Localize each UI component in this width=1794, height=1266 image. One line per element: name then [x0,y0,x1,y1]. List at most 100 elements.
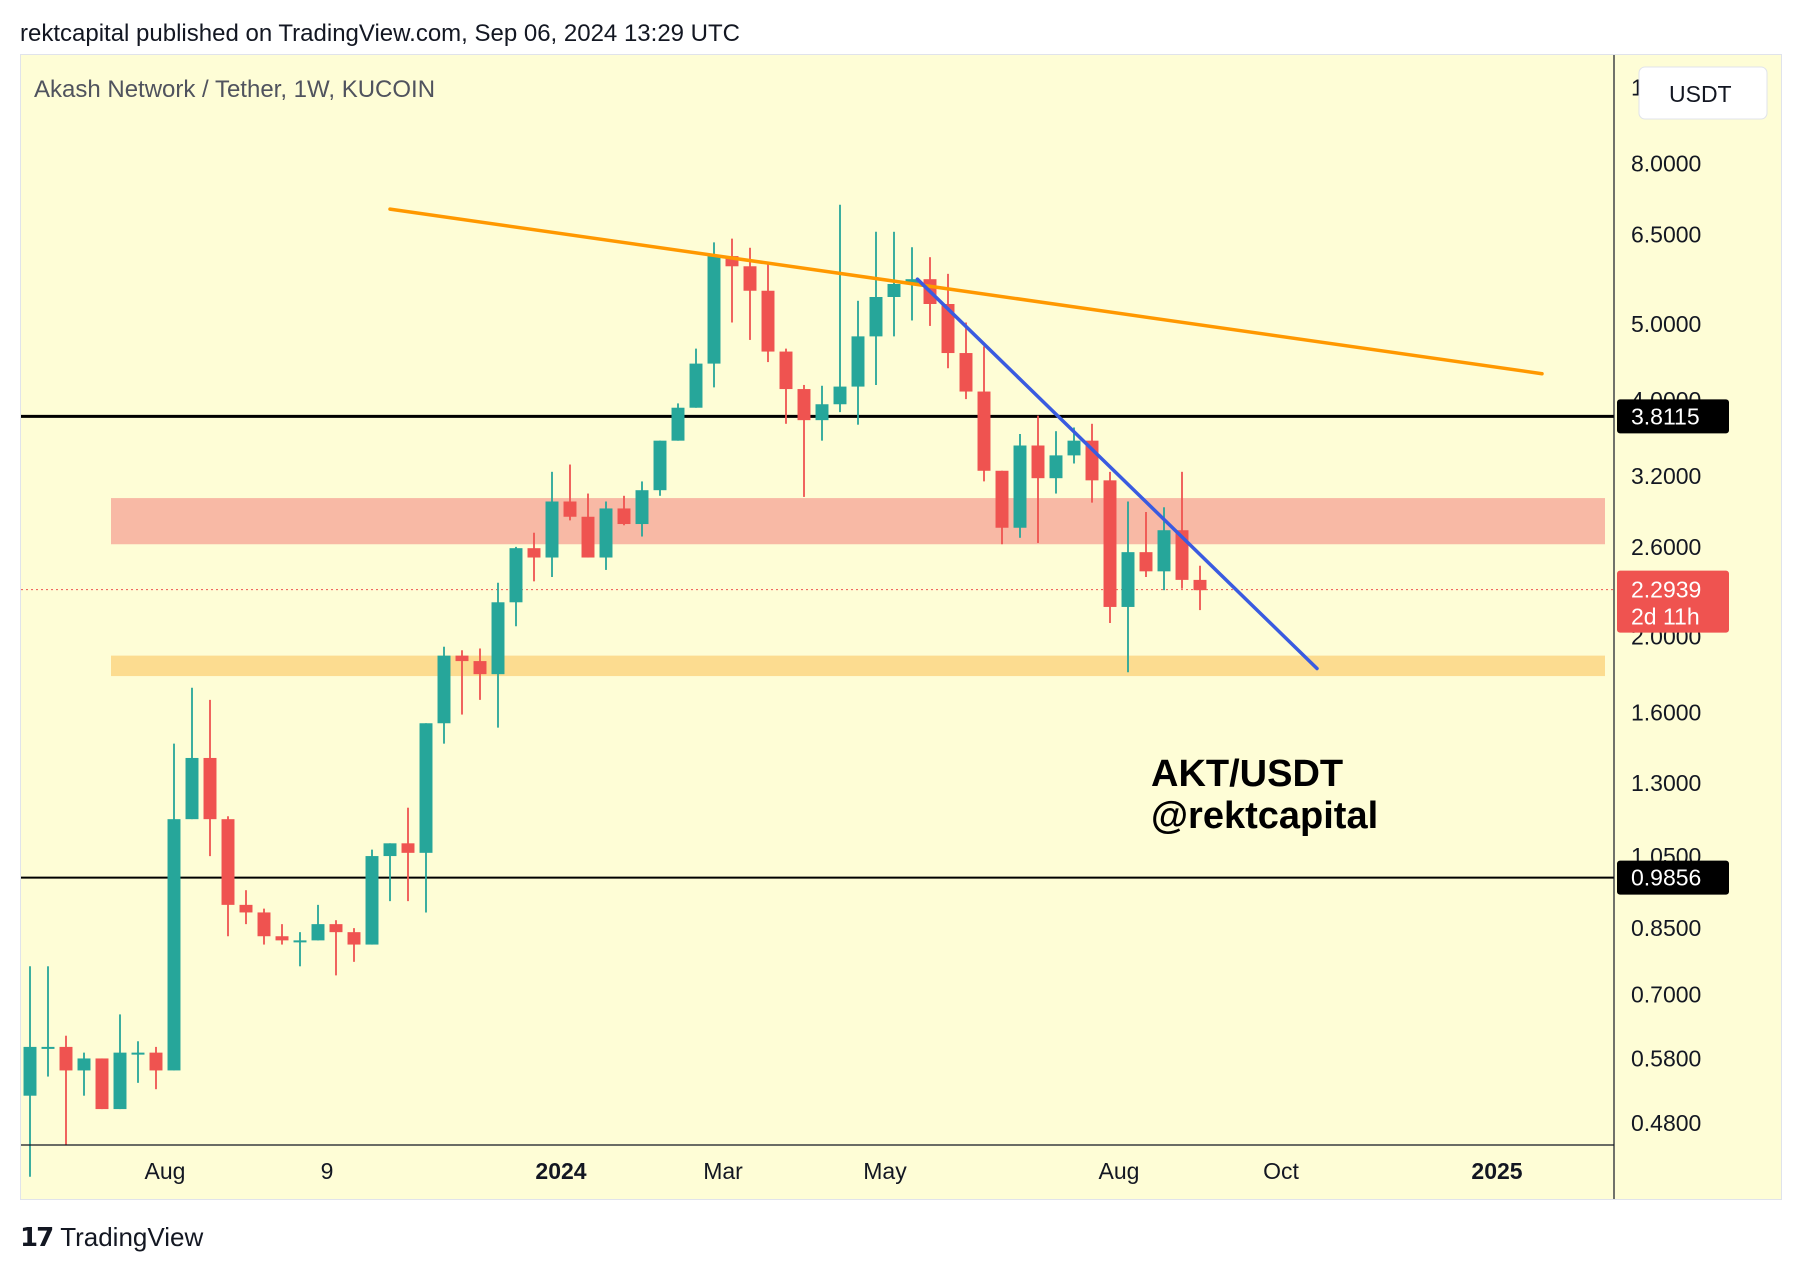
candle[interactable] [689,348,703,408]
candle[interactable] [563,464,577,521]
candle[interactable] [473,648,487,700]
candle[interactable] [293,932,307,967]
candle[interactable] [437,646,451,744]
candle[interactable] [239,890,253,925]
candle-body [167,819,181,1071]
candle[interactable] [1013,434,1027,538]
candle-body [59,1046,73,1071]
candle[interactable] [77,1052,91,1096]
footer-brand[interactable]: TradingView [60,1222,204,1252]
candle[interactable] [653,440,667,496]
candle-body [1013,445,1027,528]
candle[interactable] [851,300,865,425]
candle[interactable] [779,348,793,424]
y-tick-label: 0.4800 [1631,1110,1701,1136]
candle[interactable] [707,242,721,388]
candle-body [1067,440,1081,456]
candle[interactable] [221,816,235,937]
candle[interactable] [59,1035,73,1145]
candle[interactable] [509,546,523,627]
candle[interactable] [761,262,775,363]
candle[interactable] [995,470,1009,545]
candle[interactable] [959,322,973,400]
candle[interactable] [275,924,289,945]
candle-body [635,490,649,525]
orange-trendline[interactable] [388,207,1544,376]
candle[interactable] [1175,471,1189,589]
candle[interactable] [1139,511,1153,578]
candle[interactable] [635,481,649,537]
candle[interactable] [185,687,199,820]
candle[interactable] [833,204,847,413]
candle[interactable] [581,493,595,558]
candle-body [149,1052,163,1071]
candle-body [77,1058,91,1071]
tradingview-logo-icon[interactable]: 17 [20,1222,54,1253]
lower-level-label: 0.9856 [1617,860,1729,895]
candle-body [815,404,829,421]
candle[interactable] [365,849,379,945]
candle[interactable] [347,928,361,962]
candle[interactable] [167,743,181,1071]
y-tick-label: 0.8500 [1631,915,1701,941]
candle-body [527,548,541,558]
candle[interactable] [869,231,883,385]
candle-body [1139,552,1153,572]
candle[interactable] [1031,415,1045,543]
candle[interactable] [1049,431,1063,494]
candle-body [455,655,469,662]
candle[interactable] [455,650,469,715]
x-tick-label: Mar [703,1158,743,1184]
candle[interactable] [1193,565,1207,611]
candle-body [509,548,523,603]
candle-body [1031,445,1045,479]
candle[interactable] [725,238,739,323]
svg-text:2.2939: 2.2939 [1631,577,1701,603]
candle[interactable] [41,966,55,1077]
currency-button-label[interactable]: USDT [1669,81,1732,107]
candle[interactable] [113,1014,127,1110]
candle[interactable] [977,346,991,482]
candle-body [383,843,397,857]
watermark-pair: AKT/USDT [1151,753,1343,795]
candle[interactable] [401,807,415,902]
candle[interactable] [599,501,613,570]
price-chart[interactable]: 10.00008.00006.50005.00004.00003.20002.6… [21,55,1781,1199]
candle-body [347,932,361,945]
candle[interactable] [1121,501,1135,673]
candle[interactable] [797,384,811,497]
candle[interactable] [815,385,829,441]
candle-body [203,757,217,820]
candle[interactable] [887,231,901,337]
candle[interactable] [743,247,757,340]
candle[interactable] [617,495,631,526]
candle[interactable] [311,904,325,941]
candle[interactable] [131,1041,145,1083]
upper-level-label: 3.8115 [1617,399,1729,434]
x-tick-label: Oct [1263,1158,1299,1184]
candle[interactable] [491,582,505,728]
watermark: AKT/USDT @rektcapital [1151,753,1378,837]
y-tick-label: 6.5000 [1631,221,1701,247]
blue-trendline[interactable] [915,277,1319,671]
candle[interactable] [419,723,433,913]
candle[interactable] [383,843,397,902]
candle-body [419,723,433,853]
chart-container[interactable]: 10.00008.00006.50005.00004.00003.20002.6… [20,54,1782,1200]
candle-body [761,290,775,352]
candle-body [401,843,415,853]
candle[interactable] [329,920,343,976]
candle[interactable] [95,1058,109,1110]
candle-body [23,1046,37,1096]
candle[interactable] [545,471,559,578]
candle[interactable] [1103,471,1117,623]
currency-button[interactable]: USDT [1638,66,1768,120]
candle[interactable] [671,403,685,441]
candle[interactable] [257,908,271,945]
candle-body [851,336,865,387]
x-tick-label: 2025 [1471,1158,1522,1184]
candle[interactable] [23,966,37,1177]
candle[interactable] [203,699,217,857]
candle[interactable] [527,532,541,582]
candle[interactable] [149,1046,163,1090]
